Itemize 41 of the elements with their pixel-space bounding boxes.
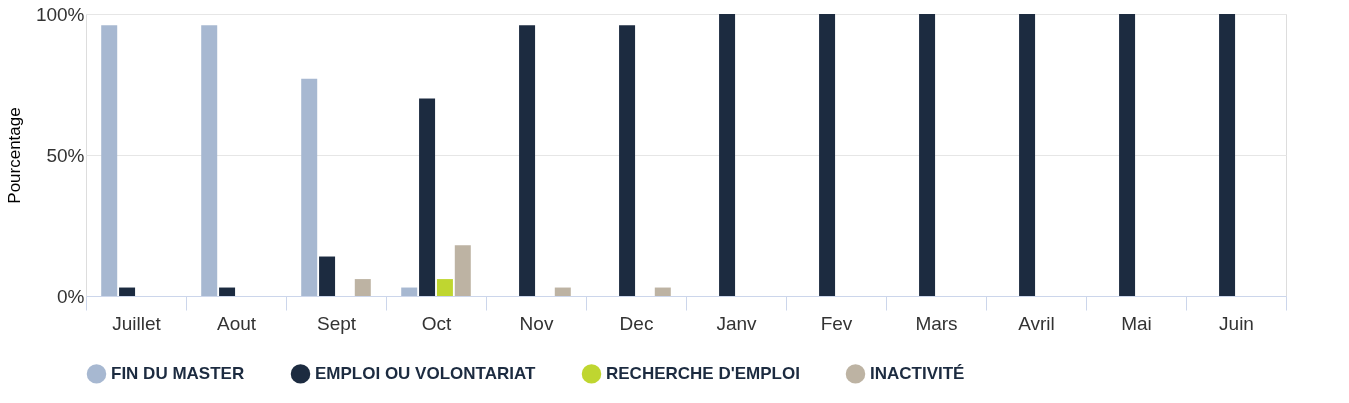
x-tick-label: Mars (915, 312, 958, 334)
bar (301, 78, 318, 296)
bar (1219, 14, 1236, 296)
x-tick-label: Mai (1121, 312, 1152, 334)
y-tick-label: 0% (57, 285, 85, 307)
x-tick-label: Avril (1018, 312, 1055, 334)
x-tick-label: Aout (216, 312, 257, 334)
bar (1019, 14, 1036, 296)
bar (419, 98, 436, 296)
bar (819, 14, 836, 296)
y-tick-label: 100% (35, 3, 85, 25)
x-tick-label: Sept (316, 312, 357, 334)
x-tick-label: Juin (1219, 312, 1254, 334)
x-tick-label: Fev (820, 312, 853, 334)
x-tick-label: Nov (519, 312, 554, 334)
legend-label: RECHERCHE D'EMPLOI (606, 363, 800, 383)
bar (454, 245, 471, 296)
bar (319, 256, 336, 296)
bar (401, 287, 418, 296)
x-tick-label: Oct (421, 312, 452, 334)
bar (119, 287, 136, 296)
bar (554, 287, 571, 296)
bar (201, 25, 218, 296)
bar (101, 25, 118, 296)
bar (919, 14, 936, 296)
legend-label: FIN DU MASTER (111, 363, 245, 383)
bar (519, 25, 536, 296)
bar (354, 279, 371, 296)
y-axis-title: Pourcentage (4, 107, 24, 204)
x-tick-label: Juillet (112, 312, 162, 334)
bar (719, 14, 736, 296)
x-tick-label: Janv (716, 312, 758, 334)
y-tick-label: 50% (46, 144, 85, 166)
bar (436, 279, 453, 296)
bar (654, 287, 671, 296)
legend-label: EMPLOI OU VOLONTARIAT (315, 363, 536, 383)
bar (219, 287, 236, 296)
bar (619, 25, 636, 296)
x-tick-label: Dec (619, 312, 654, 334)
bar (1119, 14, 1136, 296)
legend-label: INACTIVITÉ (870, 363, 965, 383)
